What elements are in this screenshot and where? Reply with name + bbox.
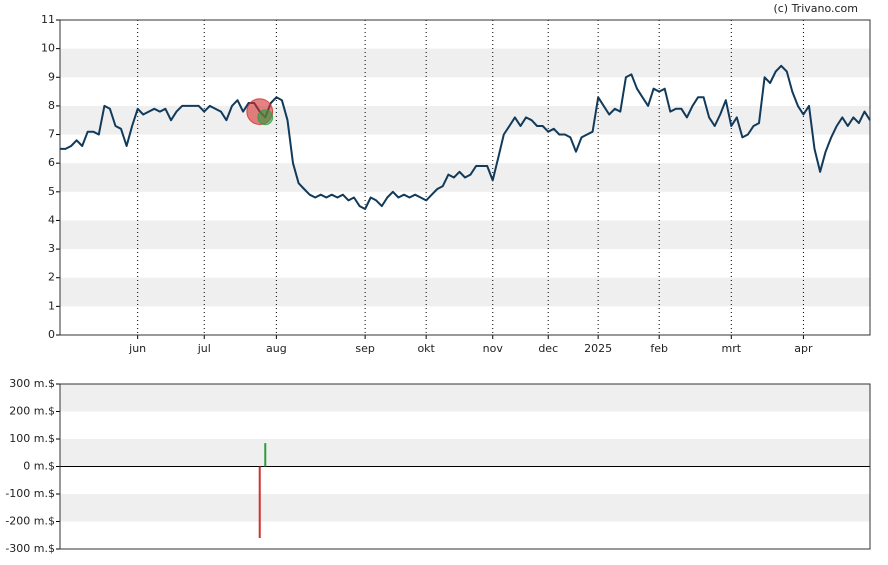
x-tick-label: jul (197, 342, 211, 355)
y-tick-label: 0 (48, 328, 55, 341)
x-tick-label: 2025 (584, 342, 612, 355)
trade-marker (257, 109, 274, 126)
y-tick-label: 9 (48, 70, 55, 83)
band (60, 277, 870, 307)
y-tick-label: -300 m.$ (5, 542, 55, 555)
y-tick-label: 7 (48, 128, 55, 141)
x-tick-label: aug (266, 342, 287, 355)
y-tick-label: 2 (48, 271, 55, 284)
band (60, 494, 870, 522)
y-tick-label: 4 (48, 213, 55, 226)
band (60, 384, 870, 412)
x-tick-label: mrt (722, 342, 742, 355)
x-tick-label: nov (483, 342, 504, 355)
price-line (60, 64, 871, 210)
x-tick-label: sep (355, 342, 374, 355)
y-tick-label: 10 (41, 42, 55, 55)
y-tick-label: 100 m.$ (9, 432, 55, 445)
x-tick-label: okt (417, 342, 435, 355)
plot-frame (59, 19, 871, 336)
y-tick-label: 200 m.$ (9, 405, 55, 418)
y-tick-label: 3 (48, 242, 55, 255)
y-tick-label: -200 m.$ (5, 515, 55, 528)
y-tick-label: 11 (41, 13, 55, 26)
y-tick-label: -100 m.$ (5, 487, 55, 500)
y-tick-label: 1 (48, 299, 55, 312)
y-tick-label: 6 (48, 156, 55, 169)
source: (c) Trivano.com (773, 2, 858, 15)
y-tick-label: 8 (48, 99, 55, 112)
y-tick-label: 0 m.$ (23, 460, 55, 473)
y-tick-label: 300 m.$ (9, 377, 55, 390)
band (60, 220, 870, 250)
x-tick-label: feb (650, 342, 668, 355)
y-tick-label: 5 (48, 185, 55, 198)
band (60, 439, 870, 467)
x-tick-label: dec (538, 342, 558, 355)
plot-frame (59, 383, 871, 550)
x-tick-label: jun (128, 342, 146, 355)
band (60, 48, 870, 78)
x-tick-label: apr (794, 342, 813, 355)
band (60, 105, 870, 135)
